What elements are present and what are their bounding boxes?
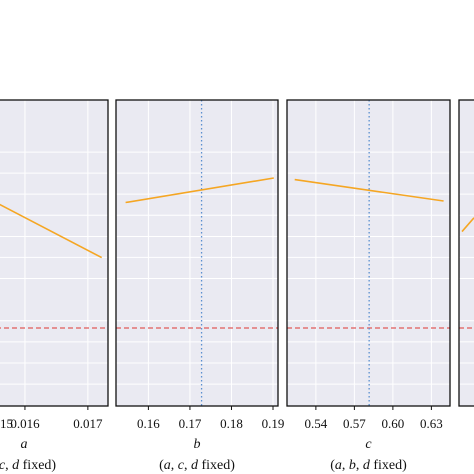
panel-b: 0.16 0.17 0.18 0.19 b (a, c, d fixed) [115, 99, 285, 473]
caption-text: ( [159, 458, 164, 473]
x-tick-label: 0.017 [73, 416, 103, 431]
x-tick-label: 0.63 [420, 416, 443, 431]
caption-text: fixed) [370, 458, 407, 473]
panel-frame [286, 99, 451, 407]
caption-variable: d [12, 458, 20, 473]
panel-frame [458, 99, 474, 407]
x-tick-label: 0.016 [10, 416, 40, 431]
panel-partial [458, 99, 474, 407]
panel-a: 0.016 0.017 15 a , c, d fixed) [0, 99, 109, 473]
x-axis-label: c [365, 437, 372, 452]
x-tick-label: 0.60 [382, 416, 405, 431]
plot-area [116, 100, 278, 406]
caption-variable: d [363, 458, 371, 473]
x-tick-label: 0.57 [343, 416, 366, 431]
plot-area [0, 100, 108, 406]
caption-text: , [356, 458, 363, 473]
caption-variable: a [164, 458, 171, 473]
caption-variable: d [191, 458, 199, 473]
caption-text: fixed) [198, 458, 235, 473]
series-line [294, 178, 444, 202]
panel-c: 0.54 0.57 0.60 0.63 c (a, b, d fixed) [286, 99, 451, 473]
caption-text: ( [330, 458, 335, 473]
x-axis-label: a [21, 437, 28, 452]
x-tick-label: 0.19 [262, 416, 285, 431]
panel-caption: (a, b, d fixed) [330, 458, 407, 473]
x-tick-label-clipped: 15 [0, 416, 13, 431]
panel-caption: , c, d fixed) [0, 458, 56, 473]
panel-caption: (a, c, d fixed) [159, 458, 235, 473]
panel-frame [115, 99, 279, 407]
caption-text: , [171, 458, 178, 473]
caption-text: , [5, 458, 12, 473]
caption-text: fixed) [19, 458, 56, 473]
caption-variable: c [0, 458, 6, 473]
series-line [461, 217, 474, 233]
series-line [125, 177, 274, 204]
x-tick-label: 0.17 [179, 416, 202, 431]
x-axis-label: b [194, 437, 201, 452]
x-tick-label: 0.18 [220, 416, 243, 431]
plot-area [459, 100, 474, 406]
panel-frame [0, 99, 109, 407]
x-tick-label: 0.54 [305, 416, 328, 431]
series-line [0, 203, 103, 259]
caption-variable: c [178, 458, 185, 473]
caption-text: , [342, 458, 349, 473]
caption-variable: b [349, 458, 356, 473]
caption-variable: a [335, 458, 342, 473]
caption-text: , [184, 458, 191, 473]
x-tick-label: 0.16 [137, 416, 160, 431]
